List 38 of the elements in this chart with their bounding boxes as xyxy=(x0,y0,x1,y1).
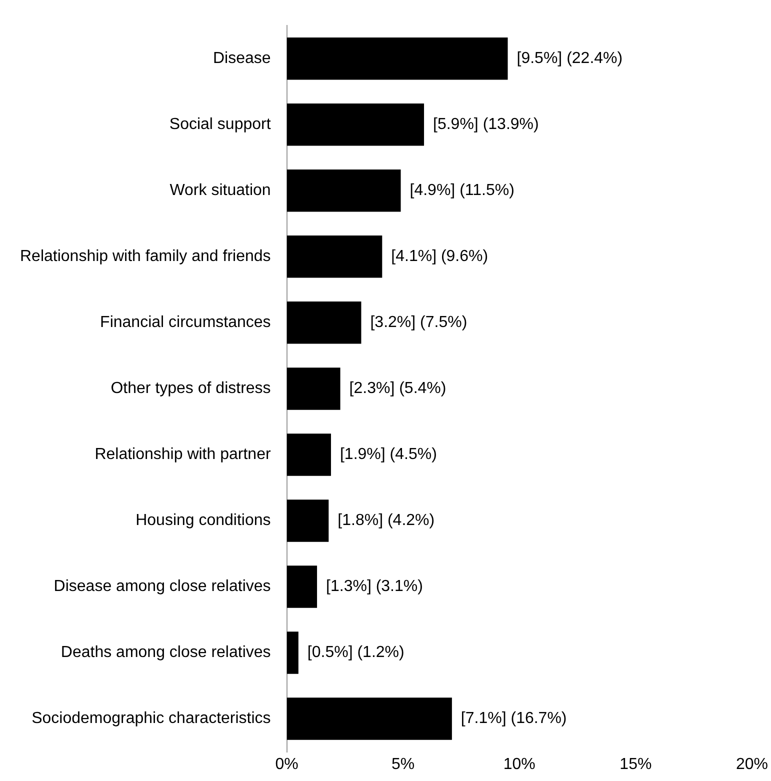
data-label: [7.1%] (16.7%) xyxy=(460,710,567,728)
data-label: [1.8%] (4.2%) xyxy=(338,512,435,530)
bar xyxy=(286,37,508,80)
bar xyxy=(286,698,452,740)
data-label: [4.1%] (9.6%) xyxy=(391,248,488,266)
bar xyxy=(286,566,318,608)
y-tick-label: Financial circumstances xyxy=(100,314,271,332)
x-tick-label: 15% xyxy=(620,756,652,773)
bar xyxy=(286,104,424,146)
y-tick-label: Relationship with partner xyxy=(94,446,272,464)
data-label: [1.9%] (4.5%) xyxy=(340,446,437,464)
bar xyxy=(286,368,340,410)
bar xyxy=(286,236,382,278)
data-label: [9.5%] (22.4%) xyxy=(516,50,623,68)
y-tick-label: Work situation xyxy=(170,182,271,200)
bar xyxy=(286,434,331,476)
data-label: [3.2%] (7.5%) xyxy=(370,314,468,332)
x-tick-label: 10% xyxy=(503,756,536,773)
x-tick-label: 20% xyxy=(736,756,768,773)
data-label: [1.3%] (3.1%) xyxy=(326,578,423,596)
bar xyxy=(286,500,329,542)
data-label: [4.9%] (11.5%) xyxy=(410,182,514,200)
data-label: [0.5%] (1.2%) xyxy=(307,644,404,662)
y-tick-label: Other types of distress xyxy=(110,380,271,398)
x-tick-label: 0% xyxy=(275,756,298,773)
data-label: [5.9%] (13.9%) xyxy=(433,116,539,134)
y-tick-label: Sociodemographic characteristics xyxy=(32,710,271,728)
data-label: [2.3%] (5.4%) xyxy=(349,380,446,398)
bar xyxy=(286,632,298,674)
bar xyxy=(286,302,362,344)
y-tick-label: Relationship with family and friends xyxy=(20,248,271,266)
y-tick-label: Disease among close relatives xyxy=(54,578,271,596)
y-tick-label: Social support xyxy=(169,116,272,134)
y-tick-label: Disease xyxy=(212,50,271,68)
x-tick-label: 5% xyxy=(392,756,415,773)
y-tick-label: Housing conditions xyxy=(136,512,271,530)
y-tick-label: Deaths among close relatives xyxy=(60,644,271,662)
bar xyxy=(286,170,401,212)
